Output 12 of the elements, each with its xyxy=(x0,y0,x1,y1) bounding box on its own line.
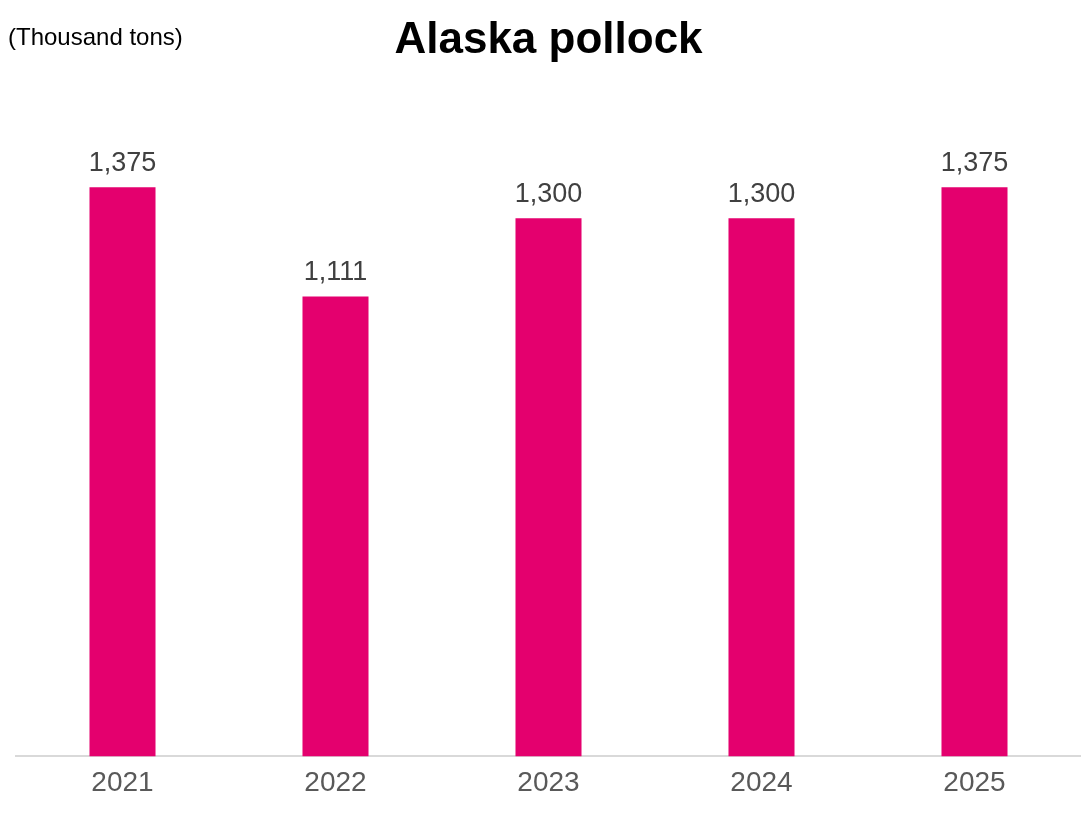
data-label: 1,375 xyxy=(940,147,1009,178)
x-tick-label: 2023 xyxy=(517,765,580,797)
text: (Thousand tons) xyxy=(8,22,183,50)
x-tick-label: 2025 xyxy=(943,765,1006,797)
data-label: 1,375 xyxy=(88,147,157,178)
data-label: 1,111 xyxy=(303,256,368,287)
x-tick-label: 2021 xyxy=(91,765,154,797)
x-tick-label: 2022 xyxy=(304,765,367,797)
x-tick-label: 2024 xyxy=(730,765,793,797)
data-label: 1,300 xyxy=(514,178,583,209)
chart-title: Alaska pollock xyxy=(394,12,704,62)
data-label: 1,300 xyxy=(727,178,796,209)
